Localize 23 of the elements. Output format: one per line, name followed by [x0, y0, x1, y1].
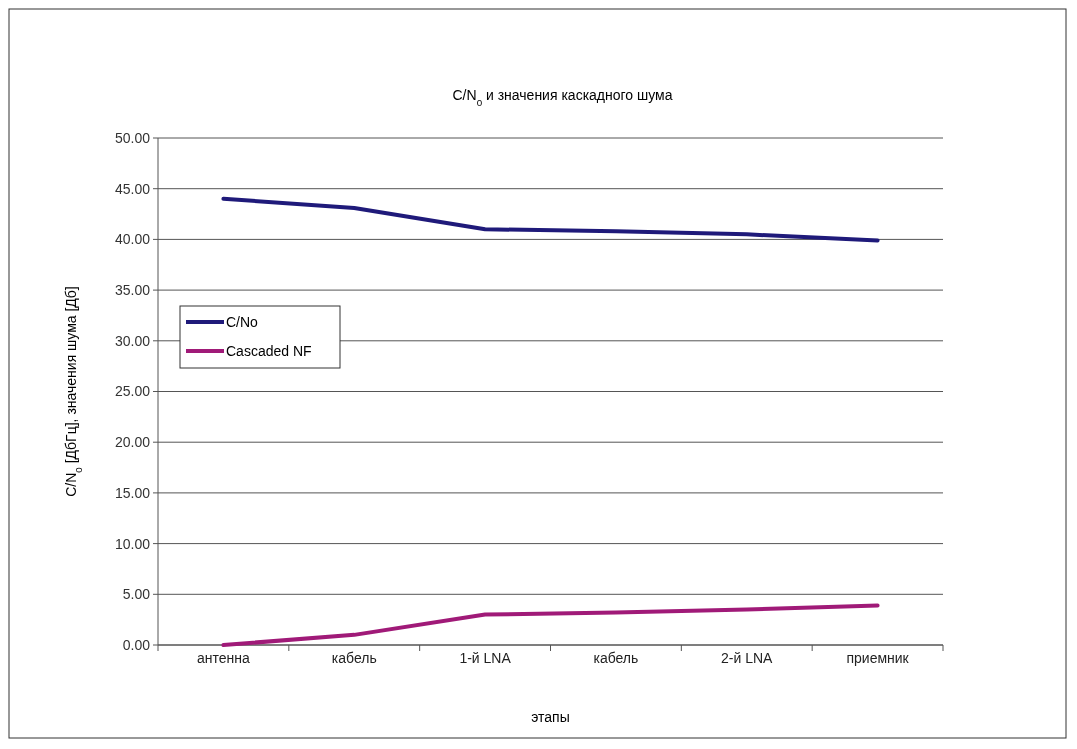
- x-tick-label: 1-й LNA: [459, 650, 512, 666]
- y-tick-label: 0.00: [122, 636, 151, 653]
- y-tick-label: 25.00: [114, 383, 151, 400]
- x-tick-label: антенна: [197, 650, 251, 666]
- y-tick-label: 20.00: [114, 434, 151, 451]
- x-tick-label: приемник: [846, 650, 910, 666]
- x-tick-label: кабель: [593, 650, 639, 666]
- chart-title: C/N$_{0}$ и значения каскадного шума: [452, 87, 673, 108]
- x-tick-label: 2-й LNA: [721, 650, 774, 666]
- line-series: [221, 603, 880, 647]
- y-tick-label: 10.00: [114, 535, 151, 552]
- y-tick-label: 40.00: [114, 231, 151, 248]
- legend-label: C/No: [226, 313, 259, 330]
- y-tick-label: 15.00: [114, 484, 151, 501]
- legend-label: Cascaded NF: [226, 342, 312, 359]
- y-tick-label: 50.00: [114, 129, 151, 146]
- line-series: [221, 196, 880, 243]
- y-tick-label: 30.00: [114, 332, 151, 349]
- y-tick-label: 45.00: [114, 180, 151, 197]
- x-tick-label: кабель: [331, 650, 377, 666]
- y-tick-label: 5.00: [122, 586, 151, 603]
- y-tick-label: 35.00: [114, 282, 151, 298]
- x-axis-title: этапы: [531, 709, 570, 725]
